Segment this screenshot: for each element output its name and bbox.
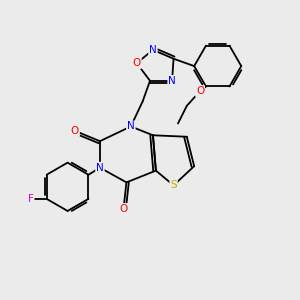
Text: N: N	[96, 163, 104, 173]
Text: O: O	[71, 126, 79, 136]
Text: N: N	[168, 76, 176, 86]
Text: O: O	[119, 204, 128, 214]
Text: N: N	[149, 45, 157, 55]
Text: N: N	[127, 122, 135, 131]
Text: F: F	[28, 194, 33, 204]
Text: O: O	[196, 86, 204, 96]
Text: O: O	[133, 58, 141, 68]
Text: S: S	[170, 180, 177, 190]
